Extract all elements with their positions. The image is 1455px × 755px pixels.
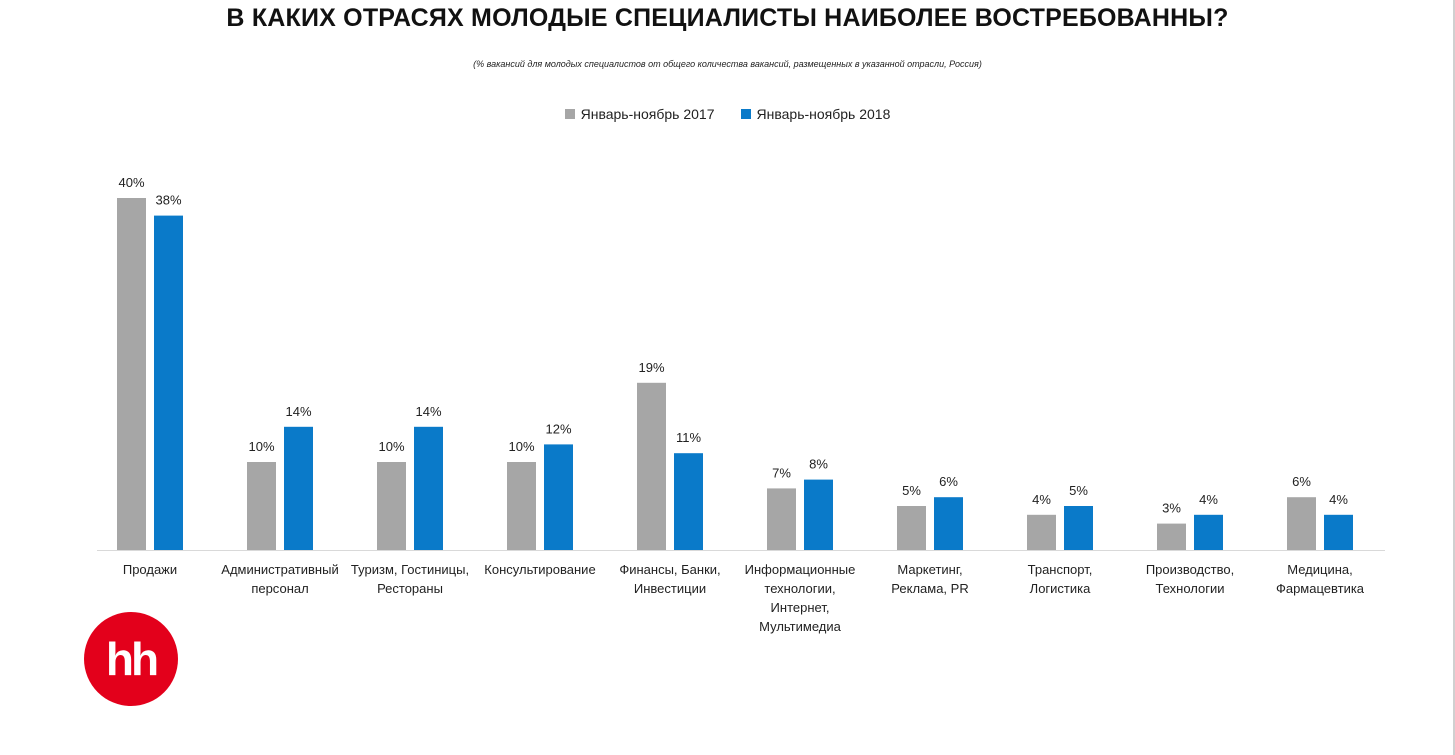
category-label-line: Финансы, Банки, xyxy=(619,562,720,577)
data-label: 10% xyxy=(248,439,274,454)
page-edge-divider xyxy=(1453,0,1455,755)
category-label-line: Транспорт, xyxy=(1028,562,1093,577)
bar-2018 xyxy=(1064,506,1093,550)
bar-2018 xyxy=(1324,514,1353,550)
category-label-line: Технологии xyxy=(1155,581,1224,596)
bar-2017 xyxy=(897,506,926,550)
category-label-line: технологии, xyxy=(764,581,835,596)
data-label: 38% xyxy=(155,193,181,208)
category-label-line: Медицина, xyxy=(1287,562,1353,577)
data-label: 40% xyxy=(118,175,144,190)
legend-item-2018: Январь-ноябрь 2018 xyxy=(740,106,891,122)
data-label: 14% xyxy=(415,404,441,419)
category-label-line: Логистика xyxy=(1030,581,1091,596)
data-label: 5% xyxy=(902,483,921,498)
category-label-line: Фармацевтика xyxy=(1276,581,1365,596)
bar-2018 xyxy=(1194,514,1223,550)
bar-2018 xyxy=(804,479,833,550)
category-label-line: Продажи xyxy=(123,562,177,577)
category-label: Туризм, Гостиницы, Рестораны xyxy=(351,562,469,596)
chart-title: В КАКИХ ОТРАСЯХ МОЛОДЫЕ СПЕЦИАЛИСТЫ НАИБ… xyxy=(226,4,1229,32)
bar-2018 xyxy=(414,426,443,550)
bar-2018 xyxy=(284,426,313,550)
bar-2017 xyxy=(117,198,146,550)
legend-label-2018: Январь-ноябрь 2018 xyxy=(756,106,891,122)
data-label: 6% xyxy=(939,474,958,489)
category-label: Маркетинг, Реклама, PR xyxy=(891,562,968,596)
category-label-line: Маркетинг, xyxy=(897,562,962,577)
bar-2018 xyxy=(934,497,963,550)
category-label-line: Консультирование xyxy=(484,562,595,577)
category-label-line: Инвестиции xyxy=(634,581,706,596)
bar-2017 xyxy=(1287,497,1316,550)
category-label-line: Реклама, PR xyxy=(891,581,968,596)
data-label: 8% xyxy=(809,457,828,472)
category-label: Финансы, Банки, Инвестиции xyxy=(619,562,720,596)
data-label: 10% xyxy=(508,439,534,454)
bar-2017 xyxy=(1157,523,1186,550)
legend-swatch-2018 xyxy=(740,109,751,119)
category-label: Производство, Технологии xyxy=(1146,562,1234,596)
chart-legend: Январь-ноябрь 2017 Январь-ноябрь 2018 xyxy=(0,106,1455,122)
category-label-line: Интернет, xyxy=(771,600,830,615)
category-label-line: Административный xyxy=(221,562,338,577)
category-label-line: персонал xyxy=(251,581,308,596)
data-label: 4% xyxy=(1329,492,1348,507)
category-label: Информационные технологии, Интернет, Мульти… xyxy=(745,562,856,634)
data-label: 6% xyxy=(1292,474,1311,489)
bar-2017 xyxy=(1027,514,1056,550)
bar-2018 xyxy=(674,453,703,550)
data-label: 4% xyxy=(1199,492,1218,507)
data-label: 7% xyxy=(772,465,791,480)
bar-2018 xyxy=(154,215,183,550)
data-label: 11% xyxy=(676,430,701,445)
bar-2018 xyxy=(544,444,573,550)
bar-2017 xyxy=(637,382,666,550)
data-label: 14% xyxy=(285,404,311,419)
bar-2017 xyxy=(507,462,536,550)
category-label: Продажи xyxy=(123,562,177,577)
bar-2017 xyxy=(767,488,796,550)
category-label: Медицина, Фармацевтика xyxy=(1276,562,1365,596)
category-label-line: Рестораны xyxy=(377,581,443,596)
category-label-line: Туризм, Гостиницы, xyxy=(351,562,469,577)
data-label: 3% xyxy=(1162,501,1181,516)
category-label: Административный персонал xyxy=(221,562,338,596)
category-label-line: Мультимедиа xyxy=(759,619,841,634)
category-label: Транспорт, Логистика xyxy=(1028,562,1093,596)
data-label: 5% xyxy=(1069,483,1088,498)
data-label: 12% xyxy=(545,421,571,436)
hh-logo: hh xyxy=(84,612,178,706)
legend-label-2017: Январь-ноябрь 2017 xyxy=(580,106,715,122)
data-label: 4% xyxy=(1032,492,1051,507)
chart-subtitle: (% вакансий для молодых специалистов от … xyxy=(473,59,982,69)
legend-item-2017: Январь-ноябрь 2017 xyxy=(564,106,715,122)
data-label: 10% xyxy=(378,439,404,454)
category-label-line: Информационные xyxy=(745,562,856,577)
bar-2017 xyxy=(247,462,276,550)
category-label: Консультирование xyxy=(484,562,595,577)
bar-2017 xyxy=(377,462,406,550)
category-label-line: Производство, xyxy=(1146,562,1234,577)
data-label: 19% xyxy=(638,360,664,375)
legend-swatch-2017 xyxy=(564,109,575,119)
